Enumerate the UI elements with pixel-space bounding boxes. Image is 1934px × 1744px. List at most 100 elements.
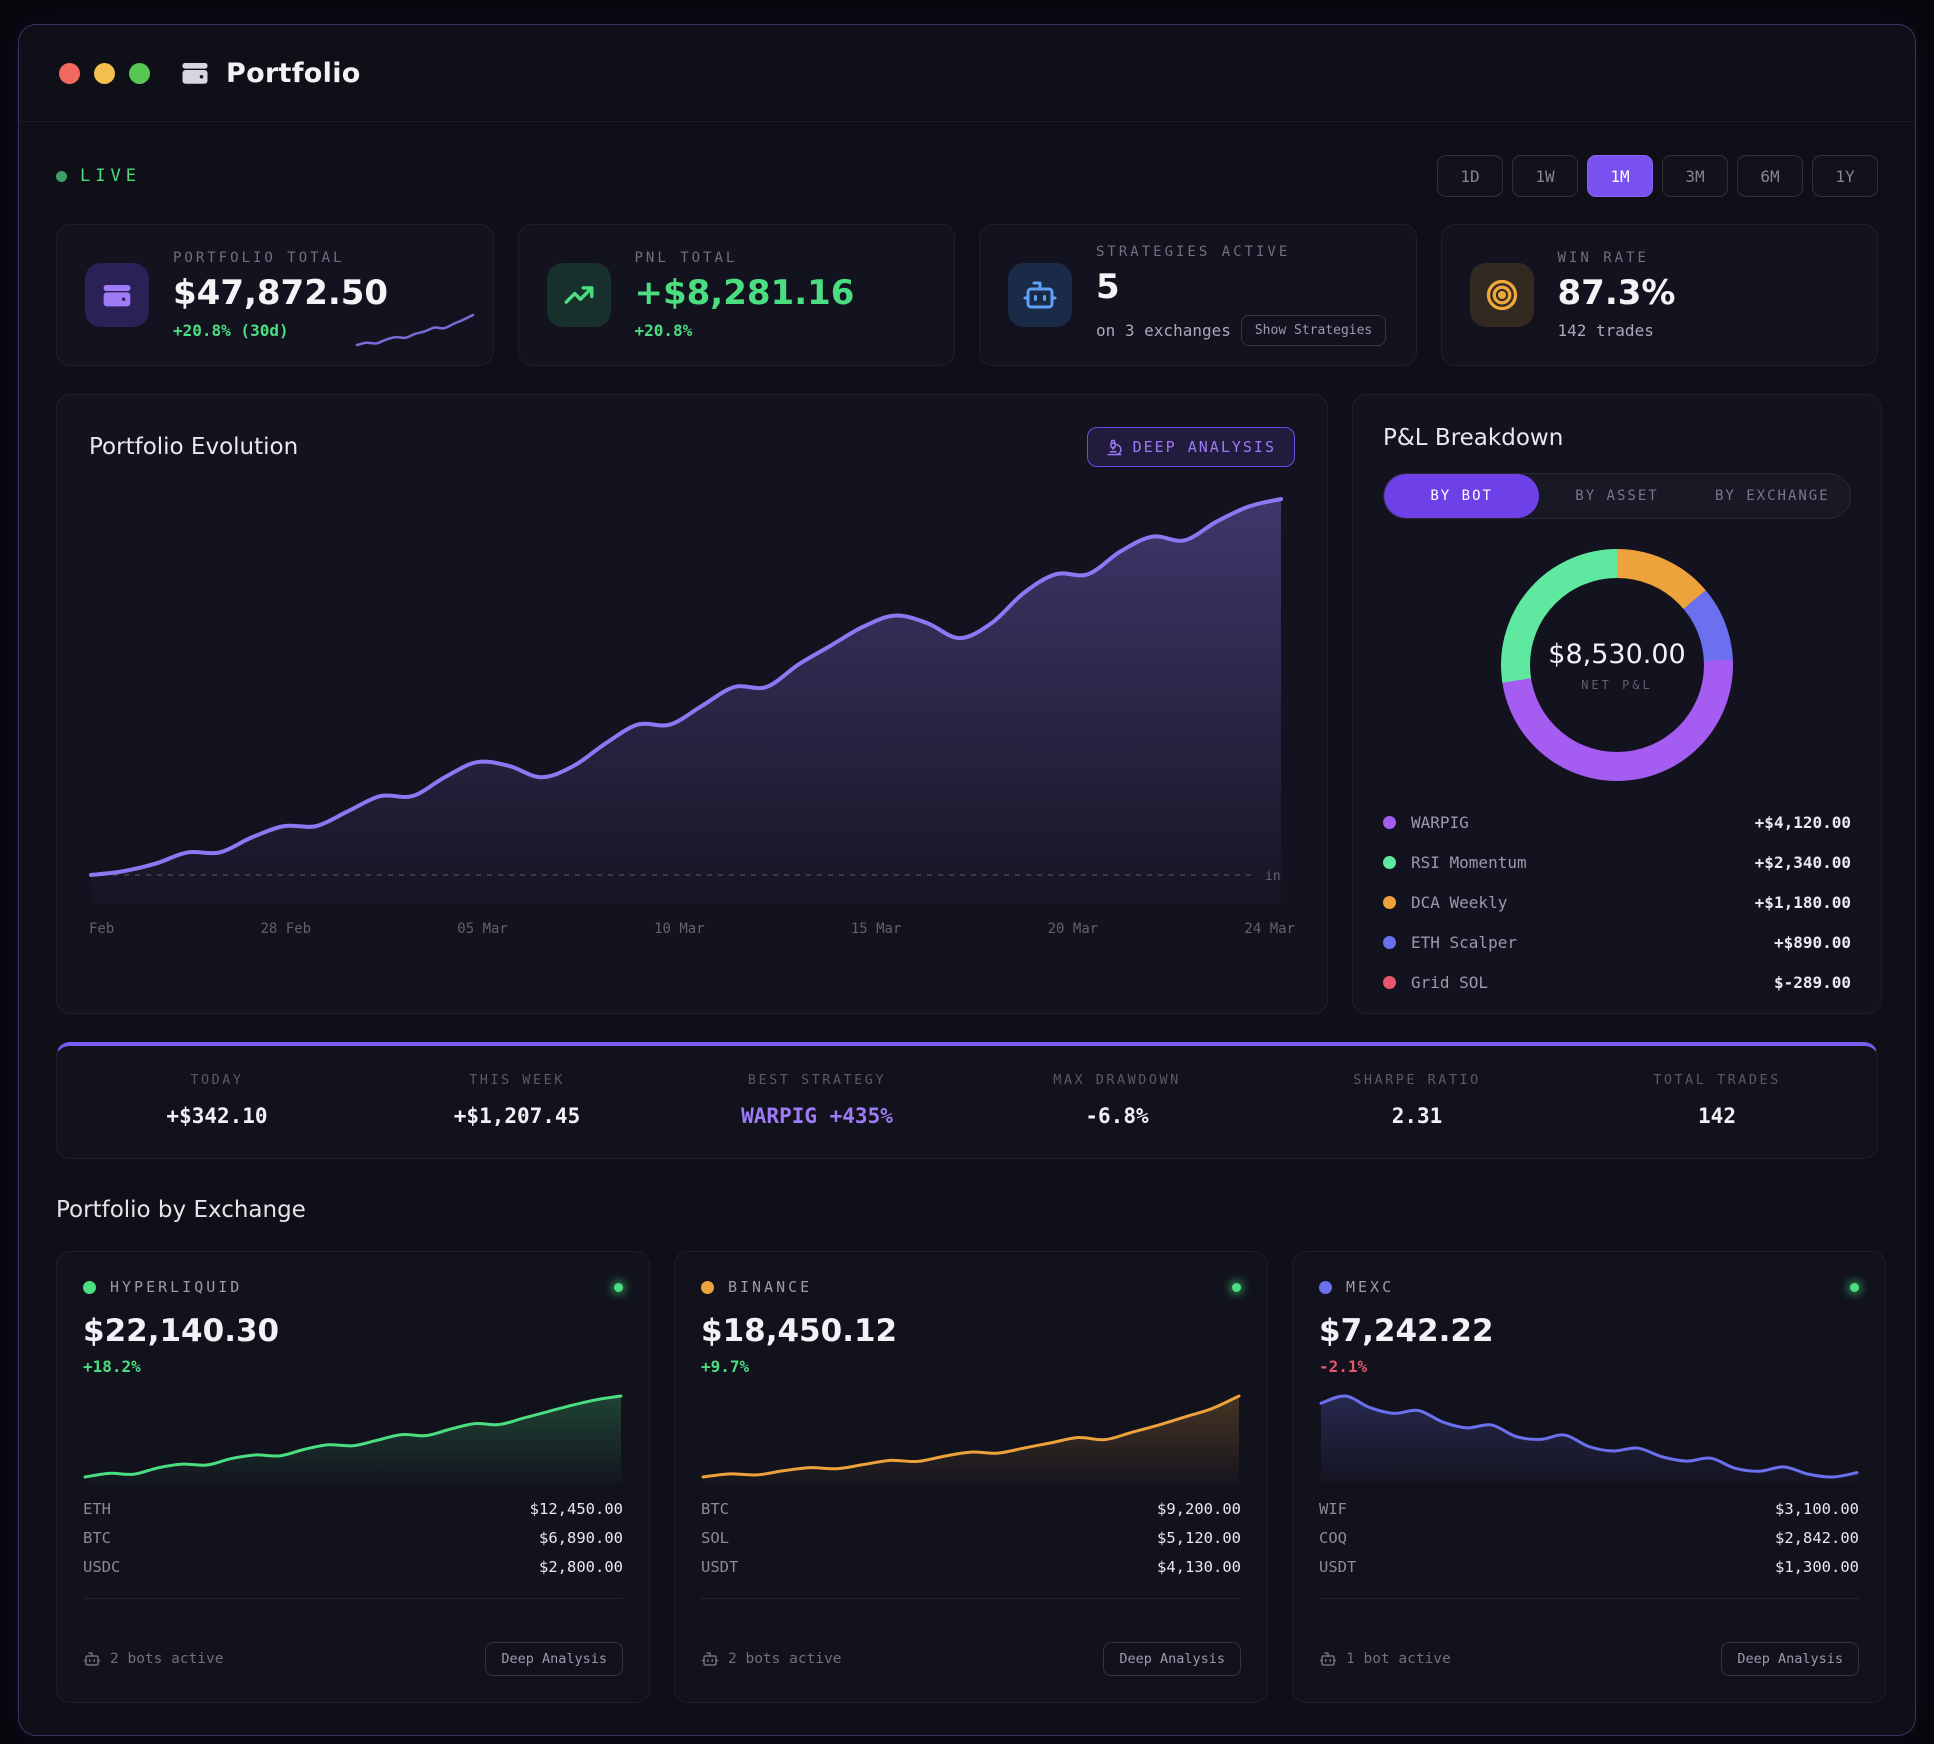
asset-symbol: BTC — [83, 1529, 111, 1547]
summary-value: +$1,207.45 — [453, 1104, 581, 1128]
x-tick: 24 Mar — [1244, 921, 1295, 937]
portfolio-by-exchange-heading: Portfolio by Exchange — [56, 1197, 306, 1223]
asset-row: SOL $5,120.00 — [701, 1524, 1241, 1553]
asset-symbol: COQ — [1319, 1529, 1347, 1547]
pnl-donut-chart: $8,530.00 NET P&L — [1501, 549, 1733, 781]
timeframe-6m-button[interactable]: 6M — [1737, 155, 1803, 197]
asset-row: BTC $6,890.00 — [83, 1524, 623, 1553]
hyperliquid-mini-chart — [83, 1394, 623, 1483]
win-rate-sub: 142 trades — [1557, 321, 1654, 340]
show-strategies-button[interactable]: Show Strategies — [1240, 315, 1387, 346]
exchange-change: -2.1% — [1319, 1357, 1368, 1376]
exchange-cards-row: HYPERLIQUID $22,140.30 +18.2% ETH $12,45… — [56, 1251, 1886, 1703]
tab-by-asset[interactable]: BY ASSET — [1575, 488, 1659, 504]
robot-icon — [701, 1652, 719, 1666]
trending-up-icon — [546, 263, 611, 327]
minimize-button[interactable] — [94, 62, 115, 84]
legend-dot — [1383, 856, 1396, 869]
deep-analysis-button[interactable]: Deep Analysis — [485, 1642, 623, 1676]
net-pnl-value: $8,530.00 — [1548, 638, 1686, 670]
stat-label: WIN RATE — [1557, 250, 1649, 266]
timeframe-1d-button[interactable]: 1D — [1437, 155, 1503, 197]
live-label: LIVE — [80, 166, 141, 186]
legend-name: WARPIG — [1411, 813, 1469, 832]
toolbar: LIVE 1D 1W 1M 3M 6M 1Y — [56, 155, 1878, 197]
bots-active: 2 bots active — [83, 1650, 224, 1668]
portfolio-total-card: PORTFOLIO TOTAL $47,872.50 +20.8% (30d) — [56, 224, 494, 366]
legend-dot — [1383, 976, 1396, 989]
pnl-breakdown-panel: P&L Breakdown BY BOT BY ASSET BY EXCHANG… — [1352, 394, 1882, 1014]
summary-total-trades: TOTAL TRADES 142 — [1567, 1072, 1867, 1128]
legend-value: +$1,180.00 — [1754, 893, 1851, 912]
summary-sharpe-ratio: SHARPE RATIO 2.31 — [1267, 1072, 1567, 1128]
exchange-value: $22,140.30 — [83, 1313, 280, 1349]
legend-value: $-289.00 — [1773, 973, 1851, 992]
summary-value: 142 — [1698, 1104, 1736, 1128]
strategies-active-value: 5 — [1096, 267, 1120, 307]
live-indicator: LIVE — [56, 166, 141, 186]
exchange-value: $7,242.22 — [1319, 1313, 1494, 1349]
asset-value: $1,300.00 — [1775, 1558, 1859, 1576]
asset-value: $9,200.00 — [1157, 1500, 1241, 1518]
asset-symbol: USDT — [701, 1558, 739, 1576]
pnl-breakdown-title: P&L Breakdown — [1383, 425, 1564, 451]
legend-value: +$890.00 — [1773, 933, 1851, 952]
stat-label: PNL TOTAL — [634, 250, 738, 266]
summary-today: TODAY +$342.10 — [67, 1072, 367, 1128]
deep-analysis-label: DEEP ANALYSIS — [1132, 438, 1276, 456]
timeframe-3m-button[interactable]: 3M — [1662, 155, 1728, 197]
exchange-name: MEXC — [1346, 1278, 1395, 1296]
robot-icon — [1008, 263, 1072, 327]
strategies-active-card: STRATEGIES ACTIVE 5 on 3 exchanges Show … — [979, 224, 1417, 366]
exchange-change: +18.2% — [83, 1357, 141, 1376]
zoom-button[interactable] — [129, 62, 150, 84]
x-tick: 15 Mar — [850, 921, 902, 937]
timeframe-1w-button[interactable]: 1W — [1512, 155, 1578, 197]
legend-name: RSI Momentum — [1411, 853, 1527, 872]
asset-row: ETH $12,450.00 — [83, 1495, 623, 1524]
stat-cards-row: PORTFOLIO TOTAL $47,872.50 +20.8% (30d) … — [56, 224, 1878, 366]
deep-analysis-button[interactable]: DEEP ANALYSIS — [1086, 427, 1295, 467]
deep-analysis-button[interactable]: Deep Analysis — [1103, 1642, 1241, 1676]
summary-bar: TODAY +$342.10 THIS WEEK +$1,207.45 BEST… — [56, 1042, 1878, 1159]
exchange-dot-icon — [1319, 1280, 1332, 1294]
legend-value: +$4,120.00 — [1754, 813, 1851, 832]
close-button[interactable] — [59, 62, 80, 84]
summary-label: TODAY — [190, 1072, 244, 1088]
evolution-title: Portfolio Evolution — [89, 434, 299, 460]
legend-row: Grid SOL $-289.00 — [1383, 973, 1851, 992]
x-tick: 05 Mar — [457, 921, 508, 937]
exchange-name: BINANCE — [728, 1278, 813, 1296]
legend-dot — [1383, 816, 1396, 829]
legend-row: WARPIG +$4,120.00 — [1383, 813, 1851, 832]
asset-value: $2,800.00 — [539, 1558, 623, 1576]
exchange-change: +9.7% — [701, 1357, 750, 1376]
divider — [83, 1598, 623, 1599]
tab-by-exchange[interactable]: BY EXCHANGE — [1714, 488, 1830, 504]
asset-symbol: SOL — [701, 1529, 729, 1547]
divider — [1319, 1598, 1859, 1599]
timeframe-1y-button[interactable]: 1Y — [1812, 155, 1878, 197]
asset-value: $5,120.00 — [1157, 1529, 1241, 1547]
svg-text:in: in — [1265, 869, 1281, 884]
asset-row: COQ $2,842.00 — [1319, 1524, 1859, 1553]
asset-value: $4,130.00 — [1157, 1558, 1241, 1576]
asset-symbol: WIF — [1319, 1500, 1347, 1518]
timeframe-1m-button[interactable]: 1M — [1587, 155, 1653, 197]
tab-by-bot[interactable]: BY BOT — [1384, 474, 1540, 518]
asset-list: ETH $12,450.00 BTC $6,890.00 USDC $2,800… — [83, 1495, 623, 1582]
summary-label: MAX DRAWDOWN — [1053, 1072, 1181, 1088]
target-icon — [1469, 263, 1534, 327]
exchange-value: $18,450.12 — [701, 1313, 898, 1349]
legend-name: DCA Weekly — [1411, 893, 1508, 912]
asset-list: WIF $3,100.00 COQ $2,842.00 USDT $1,300.… — [1319, 1495, 1859, 1582]
legend-value: +$2,340.00 — [1754, 853, 1851, 872]
wallet-icon — [85, 263, 149, 327]
asset-symbol: USDT — [1319, 1558, 1357, 1576]
legend-dot — [1383, 936, 1396, 949]
exchange-dot-icon — [701, 1280, 714, 1294]
binance-mini-chart — [701, 1394, 1241, 1483]
deep-analysis-button[interactable]: Deep Analysis — [1721, 1642, 1859, 1676]
summary-value: 2.31 — [1391, 1104, 1443, 1128]
status-online-icon — [1232, 1282, 1241, 1292]
